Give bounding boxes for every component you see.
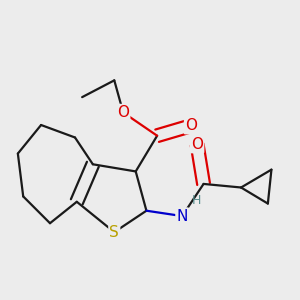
Text: N: N	[176, 208, 188, 224]
Text: O: O	[117, 105, 129, 120]
Text: S: S	[110, 225, 119, 240]
Text: O: O	[191, 137, 203, 152]
Text: O: O	[185, 118, 197, 133]
Text: H: H	[192, 194, 201, 206]
